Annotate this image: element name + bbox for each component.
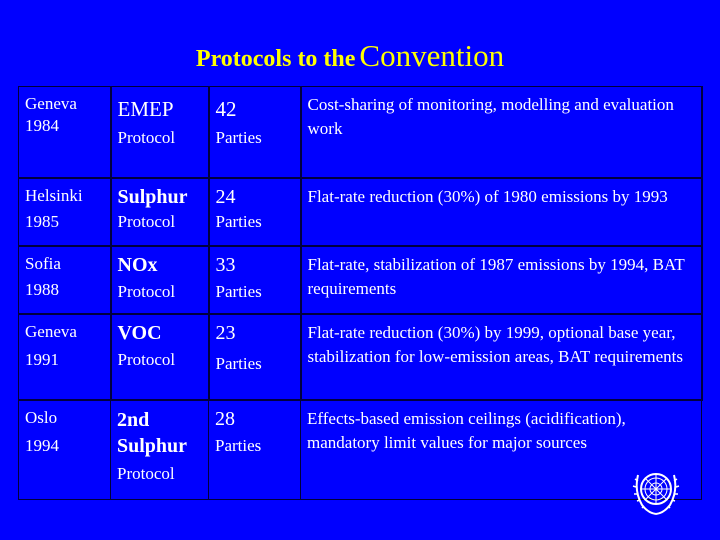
parties-cell: 42 Parties: [208, 86, 302, 179]
protocol-cell: NOx Protocol: [110, 245, 210, 315]
place-cell: Geneva 1984: [18, 86, 112, 179]
protocol-cell: VOC Protocol: [110, 313, 210, 401]
protocol-name: 2nd Sulphur: [117, 409, 188, 457]
place: Oslo: [25, 408, 58, 427]
parties-count: 24: [215, 186, 236, 208]
protocol-cell: Sulphur Protocol: [110, 177, 210, 247]
parties-label: Parties: [215, 128, 262, 147]
place: Geneva: [25, 322, 77, 341]
parties-label: Parties: [215, 212, 262, 231]
protocol-name: EMEP: [117, 97, 174, 121]
protocol-kind: Protocol: [117, 212, 176, 231]
description-cell: Effects-based emission ceilings (acidifi…: [300, 399, 702, 500]
description: Flat-rate reduction (30%) by 1999, optio…: [307, 323, 684, 366]
parties-count: 28: [215, 408, 235, 430]
description: Flat-rate, stabilization of 1987 emissio…: [307, 255, 685, 298]
description: Effects-based emission ceilings (acidifi…: [307, 409, 626, 452]
place: Sofia: [25, 254, 61, 273]
year: 1984: [25, 116, 59, 135]
place-cell: Geneva 1991: [18, 313, 112, 401]
table-row: Oslo 1994 2nd Sulphur Protocol 28 Partie…: [18, 399, 702, 500]
parties-count: 23: [215, 322, 236, 344]
parties-count: 42: [215, 97, 237, 121]
protocol-name: NOx: [117, 254, 158, 276]
table-row: Geneva 1984 EMEP Protocol 42 Parties Cos…: [18, 86, 703, 179]
parties-cell: 28 Parties: [208, 399, 301, 500]
title-part2: Convention: [359, 38, 505, 73]
place-cell: Oslo 1994: [18, 399, 111, 500]
description-cell: Flat-rate, stabilization of 1987 emissio…: [300, 245, 703, 315]
description-cell: Flat-rate reduction (30%) of 1980 emissi…: [300, 177, 703, 247]
slide-title: Protocols to the Convention: [0, 38, 700, 74]
parties-cell: 33 Parties: [208, 245, 302, 315]
parties-cell: 23 Parties: [208, 313, 302, 401]
protocols-table: Geneva 1984 EMEP Protocol 42 Parties Cos…: [18, 86, 703, 500]
protocol-name: VOC: [117, 322, 162, 344]
year: 1985: [25, 212, 59, 231]
description-cell: Flat-rate reduction (30%) by 1999, optio…: [300, 313, 703, 401]
parties-label: Parties: [215, 282, 262, 301]
protocol-kind: Protocol: [117, 128, 176, 147]
protocol-kind: Protocol: [117, 350, 176, 369]
un-emblem-icon: [630, 465, 682, 517]
protocol-kind: Protocol: [117, 464, 175, 483]
parties-cell: 24 Parties: [208, 177, 302, 247]
title-part1: Protocols to the: [195, 46, 356, 72]
place-cell: Helsinki 1985: [18, 177, 112, 247]
year: 1988: [25, 280, 59, 299]
place: Helsinki: [25, 186, 83, 205]
protocol-cell: 2nd Sulphur Protocol: [110, 399, 209, 500]
year: 1994: [25, 436, 59, 455]
table-row: Helsinki 1985 Sulphur Protocol 24 Partie…: [18, 177, 703, 247]
table-row: Geneva 1991 VOC Protocol 23 Parties Flat…: [18, 313, 703, 401]
place: Geneva: [25, 94, 77, 113]
year: 1991: [25, 350, 59, 369]
protocol-cell: EMEP Protocol: [110, 86, 210, 179]
parties-count: 33: [215, 254, 236, 276]
protocol-name: Sulphur: [117, 186, 188, 208]
parties-label: Parties: [215, 436, 262, 455]
description: Cost-sharing of monitoring, modelling an…: [307, 95, 674, 138]
place-cell: Sofia 1988: [18, 245, 112, 315]
description: Flat-rate reduction (30%) of 1980 emissi…: [307, 187, 668, 206]
description-cell: Cost-sharing of monitoring, modelling an…: [300, 86, 703, 179]
parties-label: Parties: [215, 354, 262, 373]
protocol-kind: Protocol: [117, 282, 176, 301]
table-row: Sofia 1988 NOx Protocol 33 Parties Flat-…: [18, 245, 703, 315]
